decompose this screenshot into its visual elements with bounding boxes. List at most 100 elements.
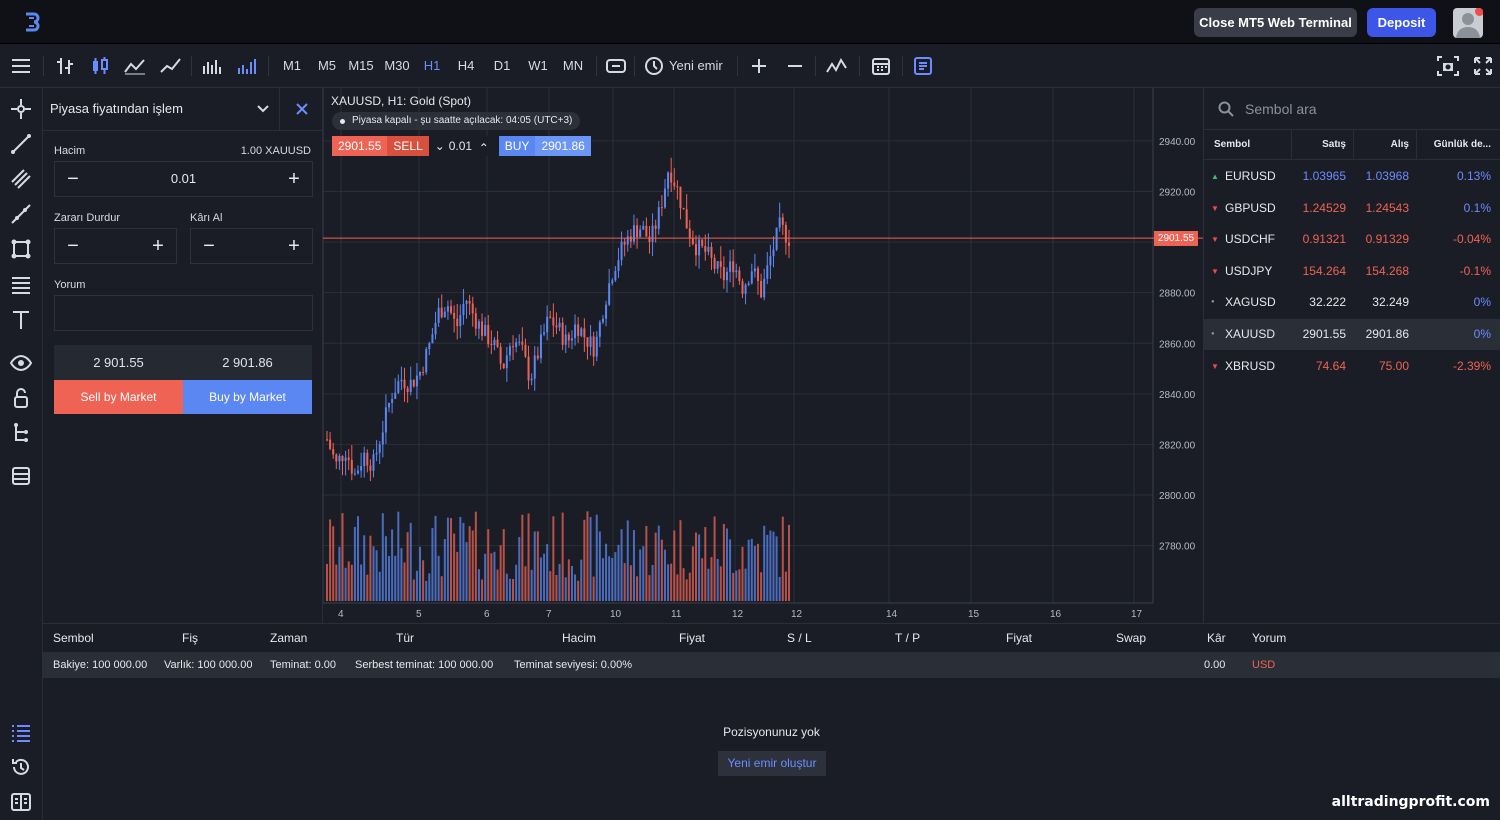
lock-icon[interactable] — [10, 387, 32, 409]
avatar[interactable] — [1453, 8, 1483, 38]
stop-loss-stepper[interactable]: − + — [54, 228, 177, 264]
one-click-sell-button[interactable]: SELL — [387, 136, 429, 156]
chart-canvas[interactable]: 2780.00 2800.00 2820.00 2840.00 2860.00 2880.… — [322, 88, 1203, 623]
col-price[interactable]: Fiyat — [679, 631, 706, 645]
plus-icon[interactable]: + — [288, 235, 300, 257]
close-terminal-button[interactable]: Close MT5 Web Terminal — [1194, 8, 1357, 37]
screenshot-icon[interactable] — [1437, 56, 1459, 76]
comment-input[interactable] — [54, 295, 313, 331]
one-click-lot-value[interactable]: 0.01 — [448, 139, 473, 153]
timeframe-m1[interactable]: M1 — [282, 58, 302, 73]
one-click-buy-button[interactable]: BUY — [498, 136, 536, 156]
col-symbol[interactable]: Sembol — [1214, 139, 1251, 150]
watchlist-row-usdjpy[interactable]: ▼ USDJPY 154.264 154.268 -0.1% — [1204, 256, 1500, 287]
col-tp[interactable]: T / P — [895, 631, 921, 645]
volume-icon[interactable] — [237, 56, 257, 76]
col-profit[interactable]: Kâr — [1207, 631, 1226, 645]
new-order-button[interactable]: Yeni emir — [669, 58, 723, 73]
bar-chart-icon[interactable] — [55, 56, 75, 76]
ray-icon[interactable] — [10, 203, 32, 225]
volume-stepper[interactable]: 0.01 − + — [54, 161, 313, 197]
watchlist-symbol[interactable]: XAUUSD — [1225, 327, 1276, 341]
one-click-sell-price[interactable]: 2901.55 — [332, 136, 388, 156]
crosshair-icon[interactable] — [10, 98, 32, 120]
zoom-in-icon[interactable] — [750, 57, 768, 75]
database-icon[interactable] — [10, 465, 32, 487]
plus-icon[interactable]: + — [152, 235, 164, 257]
journal-icon[interactable] — [10, 791, 32, 813]
shapes-icon[interactable] — [10, 238, 32, 260]
channel-icon[interactable] — [10, 168, 32, 190]
minus-icon[interactable]: − — [67, 168, 79, 190]
watchlist-symbol[interactable]: USDJPY — [1225, 263, 1273, 278]
object-tree-icon[interactable] — [10, 422, 32, 444]
watchlist-row-xagusd[interactable]: ● XAGUSD 32.222 32.249 0% — [1204, 287, 1500, 318]
col-current-price[interactable]: Fiyat — [1006, 631, 1033, 645]
col-comment[interactable]: Yorum — [1252, 631, 1287, 645]
col-ticket[interactable]: Fiş — [182, 631, 198, 645]
line-chart-icon[interactable] — [160, 56, 182, 76]
clock-icon[interactable] — [644, 56, 664, 76]
watchlist-symbol[interactable]: XAGUSD — [1225, 295, 1276, 310]
trendline-icon[interactable] — [10, 133, 32, 155]
one-click-buy-price[interactable]: 2901.86 — [535, 136, 591, 156]
timeframe-m15[interactable]: M15 — [348, 58, 374, 73]
chevron-down-icon[interactable] — [256, 104, 270, 114]
watchlist-row-gbpusd[interactable]: ▼ GBPUSD 1.24529 1.24543 0.1% — [1204, 193, 1500, 224]
watchlist-symbol[interactable]: XBRUSD — [1225, 358, 1276, 373]
col-sl[interactable]: S / L — [787, 631, 812, 645]
history-icon[interactable] — [10, 756, 32, 778]
sell-by-market-button[interactable]: Sell by Market — [54, 380, 183, 414]
one-click-lot[interactable]: ⌄ 0.01 ⌃ — [428, 136, 499, 156]
watchlist-symbol[interactable]: EURUSD — [1225, 169, 1276, 183]
histogram-icon[interactable] — [202, 56, 222, 76]
candlestick-icon[interactable] — [90, 56, 110, 76]
col-time[interactable]: Zaman — [270, 631, 308, 645]
notes-icon[interactable] — [913, 56, 933, 76]
watchlist-row-usdchf[interactable]: ▼ USDCHF 0.91321 0.91329 -0.04% — [1204, 224, 1500, 255]
timeframe-h4[interactable]: H4 — [457, 58, 475, 73]
timeframe-mn[interactable]: MN — [562, 58, 584, 73]
price-chart[interactable]: 2780.00 2800.00 2820.00 2840.00 2860.00 2880.… — [322, 88, 1203, 623]
watchlist-row-eurusd[interactable]: ▲ EURUSD 1.03965 1.03968 0.13% — [1204, 161, 1500, 192]
volume-value[interactable]: 0.01 — [170, 171, 197, 186]
search-placeholder[interactable]: Sembol ara — [1245, 101, 1317, 117]
text-icon[interactable] — [10, 309, 32, 331]
minus-icon[interactable]: − — [67, 235, 79, 257]
zoom-out-icon[interactable] — [786, 57, 804, 75]
watchlist-symbol[interactable]: USDCHF — [1225, 232, 1275, 247]
chevron-down-icon[interactable]: ⌄ — [434, 139, 445, 153]
col-ask[interactable]: Alış — [1390, 139, 1409, 150]
order-type-select[interactable]: Piyasa fiyatından işlem — [50, 101, 183, 116]
area-chart-icon[interactable] — [124, 56, 146, 76]
calendar-icon[interactable] — [871, 56, 891, 76]
plus-icon[interactable]: + — [288, 168, 300, 190]
fibonacci-icon[interactable] — [10, 274, 32, 296]
col-symbol[interactable]: Sembol — [53, 631, 94, 645]
indicators-icon[interactable] — [826, 56, 848, 76]
menu-icon[interactable] — [11, 57, 31, 75]
close-icon[interactable] — [295, 102, 309, 116]
minus-icon[interactable]: − — [203, 235, 215, 257]
watchlist-row-xbrusd[interactable]: ▼ XBRUSD 74.64 75.00 -2.39% — [1204, 351, 1500, 382]
eye-icon[interactable] — [10, 352, 32, 374]
col-volume[interactable]: Hacim — [562, 631, 597, 645]
deposit-button[interactable]: Deposit — [1367, 8, 1436, 37]
one-click-trading-icon[interactable] — [605, 56, 627, 76]
timeframe-h1[interactable]: H1 — [423, 58, 441, 73]
chevron-up-icon[interactable]: ⌃ — [478, 141, 489, 155]
col-type[interactable]: Tür — [396, 631, 414, 645]
buy-by-market-button[interactable]: Buy by Market — [183, 380, 312, 414]
list-icon[interactable] — [10, 721, 32, 743]
symbol-search[interactable]: Sembol ara — [1204, 88, 1500, 130]
col-swap[interactable]: Swap — [1116, 631, 1147, 645]
watchlist-symbol[interactable]: GBPUSD — [1225, 200, 1276, 215]
create-order-button[interactable]: Yeni emir oluştur — [718, 751, 826, 776]
take-profit-stepper[interactable]: − + — [190, 228, 313, 264]
col-daily-change[interactable]: Günlük de... — [1433, 139, 1491, 150]
watchlist-row-xauusd[interactable]: ● XAUUSD 2901.55 2901.86 0% — [1204, 319, 1500, 350]
timeframe-m30[interactable]: M30 — [384, 58, 410, 73]
timeframe-w1[interactable]: W1 — [528, 58, 548, 73]
timeframe-m5[interactable]: M5 — [317, 58, 337, 73]
fullscreen-icon[interactable] — [1473, 56, 1493, 76]
